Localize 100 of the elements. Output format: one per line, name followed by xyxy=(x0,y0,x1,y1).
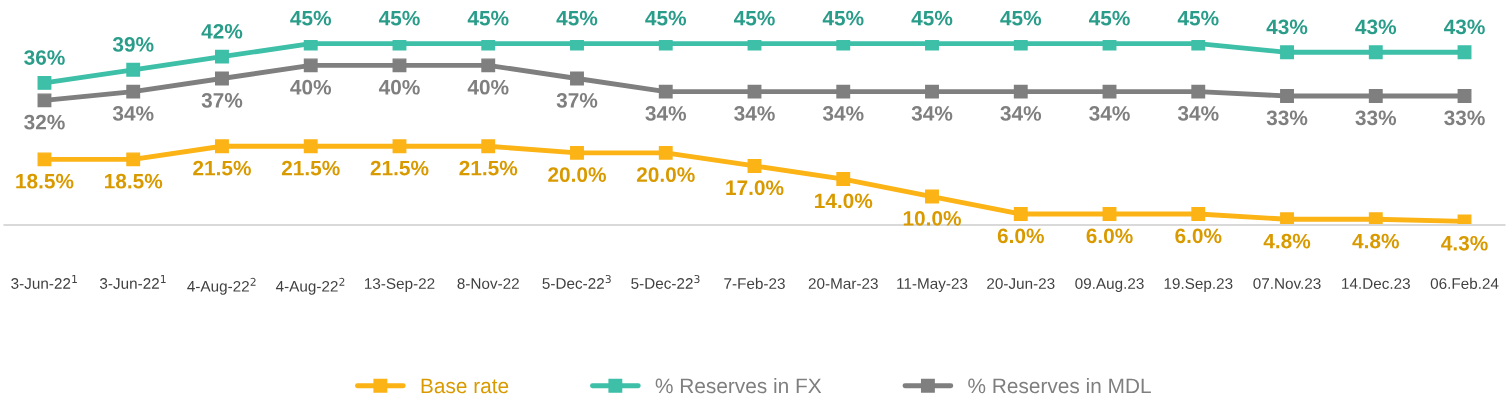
point xyxy=(481,139,496,154)
point xyxy=(392,40,407,51)
point xyxy=(925,84,939,99)
data-label: 18.5% xyxy=(105,173,163,189)
data-label: 34% xyxy=(1177,106,1219,121)
point xyxy=(570,71,584,86)
point xyxy=(658,40,673,51)
point xyxy=(37,75,52,90)
point xyxy=(481,58,496,73)
point xyxy=(1102,84,1117,99)
data-label: 34% xyxy=(1089,106,1130,121)
data-label: 45% xyxy=(1177,10,1219,26)
point xyxy=(1368,45,1383,60)
data-label: 43% xyxy=(1266,19,1308,35)
data-label: 45% xyxy=(1088,10,1130,26)
data-label: 34% xyxy=(645,106,687,121)
point xyxy=(1102,40,1117,51)
data-label: 42% xyxy=(201,23,243,39)
point xyxy=(215,49,229,64)
point xyxy=(1191,207,1206,221)
point xyxy=(303,58,318,73)
data-label: 4.8% xyxy=(1263,233,1311,249)
point xyxy=(925,40,939,51)
point xyxy=(37,93,52,108)
data-label: 43% xyxy=(1355,19,1397,35)
point xyxy=(570,145,584,160)
data-label: 6.0% xyxy=(1175,228,1222,244)
point xyxy=(1368,89,1383,103)
point xyxy=(836,84,851,99)
data-label: 6.0% xyxy=(1086,228,1133,244)
x-tick-label: 4-Aug-22$^{2}$ xyxy=(187,277,256,295)
data-label: 39% xyxy=(112,37,154,52)
point xyxy=(392,58,407,73)
point xyxy=(1013,40,1028,51)
legend-label: % Reserves in FX xyxy=(655,377,822,394)
data-label: 45% xyxy=(556,10,598,26)
point xyxy=(37,152,52,167)
data-label: 40% xyxy=(378,79,420,95)
x-tick-label: 09.Aug.23 xyxy=(1075,278,1144,293)
point xyxy=(570,40,584,51)
data-label: 21.5% xyxy=(370,160,429,176)
point xyxy=(747,40,762,51)
data-label: 34% xyxy=(1000,106,1042,121)
point xyxy=(303,40,318,51)
data-label: 21.5% xyxy=(459,160,518,176)
point xyxy=(1457,89,1472,103)
point xyxy=(1280,45,1294,60)
legend-label: Base rate xyxy=(421,378,509,394)
data-label: 10.0% xyxy=(903,210,961,226)
point xyxy=(658,84,673,99)
point xyxy=(836,172,851,186)
x-tick-label: 5-Dec-22$^{3}$ xyxy=(631,274,700,289)
data-label: 34% xyxy=(911,106,953,121)
data-label: 37% xyxy=(201,92,243,108)
data-label: 45% xyxy=(645,10,687,26)
data-label: 45% xyxy=(467,10,509,26)
data-label: 32% xyxy=(24,114,65,130)
point xyxy=(126,152,141,167)
point xyxy=(925,189,939,204)
legend-label: % Reserves in MDL xyxy=(968,377,1151,394)
point xyxy=(1191,40,1206,51)
data-label: 21.5% xyxy=(281,160,340,176)
data-label: 20.0% xyxy=(636,167,695,183)
point xyxy=(1280,89,1294,103)
point xyxy=(215,139,229,154)
x-tick-label: 14.Dec.23 xyxy=(1342,278,1410,289)
x-tick-label: 07.Nov.23 xyxy=(1253,278,1321,289)
point xyxy=(658,145,673,160)
point xyxy=(1013,207,1028,221)
data-label: 33% xyxy=(1266,110,1308,126)
data-label: 6.0% xyxy=(997,228,1044,244)
x-tick-label: 19.Sep.23 xyxy=(1164,278,1233,293)
data-label: 20.0% xyxy=(548,167,606,183)
point xyxy=(1280,212,1294,225)
data-label: 45% xyxy=(290,10,332,26)
data-label: 45% xyxy=(822,10,864,26)
point xyxy=(1368,212,1383,225)
point xyxy=(481,40,496,51)
x-tick-label: 4-Aug-22$^{2}$ xyxy=(275,277,345,295)
x-tick-label: 06.Feb.24 xyxy=(1430,277,1499,289)
point xyxy=(1191,84,1206,99)
data-label: 4.3% xyxy=(1441,235,1488,251)
data-label: 34% xyxy=(112,106,154,121)
point xyxy=(836,40,851,51)
point xyxy=(215,71,229,86)
data-label: 33% xyxy=(1355,110,1397,126)
data-label: 40% xyxy=(467,79,509,95)
x-tick-label: 11-May-23 xyxy=(897,278,968,293)
x-tick-label: 7-Feb-23 xyxy=(724,277,785,289)
data-label: 43% xyxy=(1444,19,1485,35)
data-label: 33% xyxy=(1444,110,1485,126)
point xyxy=(747,84,762,99)
data-label: 4.8% xyxy=(1352,233,1399,249)
point xyxy=(1457,45,1472,60)
point xyxy=(126,62,141,77)
data-label: 40% xyxy=(290,79,332,95)
data-label: 45% xyxy=(733,10,775,26)
data-label: 34% xyxy=(822,106,864,121)
x-tick-label: 5-Dec-22$^{3}$ xyxy=(542,274,611,289)
x-tick-label: 20-Jun-23 xyxy=(987,278,1055,289)
